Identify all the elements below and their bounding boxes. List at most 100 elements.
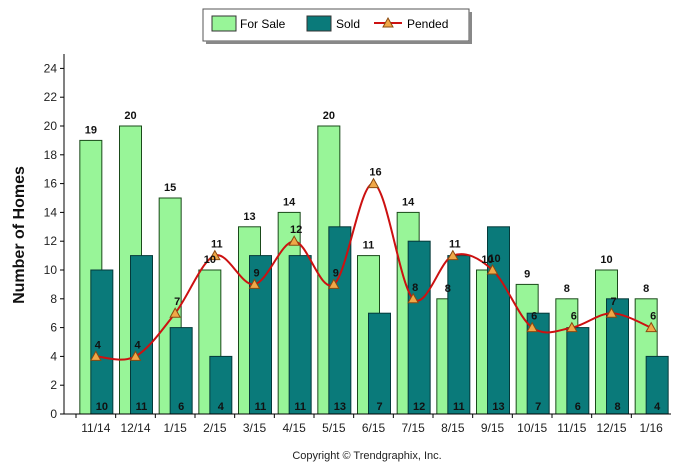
sold-value-label: 11 [255, 401, 267, 413]
for-sale-value-label: 8 [445, 283, 451, 295]
sold-value-label: 13 [492, 401, 504, 413]
x-axis: 11/14 12/14 1/15 2/15 3/15 4/15 5/15 6/15 7/15 8/… [64, 413, 671, 435]
x-tick-label: 1/15 [163, 421, 187, 435]
for-sale-value-label: 20 [124, 110, 136, 122]
for-sale-value-label: 20 [323, 110, 335, 122]
pended-value-label: 6 [650, 311, 656, 323]
sold-bars [90, 226, 669, 415]
sold-bar [447, 255, 471, 415]
pended-marker [169, 307, 182, 318]
y-tick-label: 10 [44, 263, 58, 277]
for-sale-value-label: 11 [363, 240, 375, 252]
legend-label-pended: Pended [407, 17, 448, 31]
pended-line [89, 177, 658, 361]
for-sale-value-label: 8 [564, 283, 570, 295]
for-sale-value-label: 14 [402, 196, 415, 208]
legend-label-for-sale: For Sale [240, 17, 286, 31]
y-tick-label: 12 [44, 234, 58, 248]
sold-value-label: 6 [178, 401, 184, 413]
pended-marker [89, 350, 102, 361]
pended-value-label: 6 [531, 311, 537, 323]
sold-value-label: 12 [413, 401, 425, 413]
for-sale-value-label: 8 [643, 283, 649, 295]
pended-value-label: 16 [369, 167, 381, 179]
legend-frame [202, 8, 470, 42]
pended-value-label: 4 [95, 339, 102, 351]
y-tick-label: 8 [50, 292, 57, 306]
sold-bar [288, 255, 312, 415]
x-tick-label: 11/14 [81, 421, 110, 435]
pended-marker [288, 235, 301, 246]
pended-value-label: 10 [488, 253, 500, 265]
y-tick-label: 18 [44, 148, 58, 162]
value-labels: 19 20 15 10 13 14 20 11 14 8 10 9 8 10 8 10 11 6 4 11 11 13 7 1… [85, 110, 661, 413]
pended-marker [645, 321, 658, 333]
y-tick-label: 16 [44, 177, 58, 191]
pended-marker [407, 292, 420, 304]
legend: For Sale Sold Pended [202, 8, 472, 44]
sold-value-label: 8 [614, 401, 620, 413]
pended-value-label: 4 [134, 339, 141, 351]
pended-value-label: 7 [174, 296, 180, 308]
sold-value-label: 11 [453, 401, 465, 413]
x-tick-label: 7/15 [401, 421, 425, 435]
y-tick-label: 24 [44, 61, 58, 75]
for-sale-value-label: 10 [204, 254, 216, 266]
x-tick-label: 2/15 [203, 421, 227, 435]
x-tick-label: 12/15 [596, 421, 626, 435]
legend-label-sold: Sold [336, 17, 360, 31]
y-tick-label: 20 [44, 119, 58, 133]
sold-bar [130, 255, 153, 415]
pended-marker [526, 321, 539, 333]
for-sale-value-label: 14 [283, 196, 296, 208]
sold-value-label: 7 [535, 401, 541, 413]
legend-swatch-for-sale [211, 15, 237, 32]
sold-value-label: 13 [334, 401, 346, 413]
x-tick-label: 12/14 [120, 421, 150, 435]
pended-marker [208, 249, 221, 261]
sold-value-label: 6 [575, 401, 581, 413]
x-tick-label: 8/15 [441, 421, 465, 435]
sold-value-label: 11 [136, 401, 148, 413]
pended-value-label: 12 [290, 224, 302, 236]
pended-marker [327, 278, 340, 289]
x-tick-label: 9/15 [481, 421, 505, 435]
sold-value-label: 10 [96, 401, 108, 413]
y-tick-label: 14 [44, 205, 58, 219]
pended-value-label: 6 [571, 311, 577, 323]
x-tick-label: 3/15 [243, 421, 267, 435]
copyright-text: Copyright © Trendgraphix, Inc. [292, 450, 441, 462]
x-tick-label: 5/15 [322, 421, 346, 435]
x-tick-label: 6/15 [362, 421, 386, 435]
sold-value-label: 11 [294, 401, 306, 413]
sold-value-label: 7 [376, 401, 382, 413]
pended-marker [565, 321, 578, 333]
pended-marker [605, 307, 618, 318]
pended-marker [486, 263, 499, 275]
pended-marker [367, 177, 380, 189]
for-sale-value-label: 10 [481, 254, 493, 266]
for-sale-value-label: 9 [524, 268, 530, 280]
legend-swatch-sold [306, 15, 332, 32]
for-sale-value-label: 19 [85, 124, 97, 136]
x-tick-label: 1/16 [639, 421, 663, 435]
pended-value-label: 8 [412, 282, 418, 294]
legend-shadow [469, 12, 472, 44]
x-tick-label: 11/15 [557, 421, 586, 435]
pended-value-label: 9 [253, 267, 259, 279]
y-axis-title: Number of Homes [11, 166, 28, 304]
sold-bar [368, 312, 391, 415]
x-tick-label: 10/15 [517, 421, 547, 435]
pended-value-label: 11 [449, 239, 461, 251]
pended-value-label: 11 [211, 239, 223, 251]
y-tick-label: 22 [44, 90, 58, 104]
sold-bar [407, 240, 431, 415]
y-tick-label: 4 [50, 349, 57, 363]
pended-marker [129, 350, 142, 361]
sold-value-label: 4 [654, 401, 661, 413]
pended-value-label: 7 [610, 296, 616, 308]
y-tick-label: 6 [50, 321, 57, 335]
x-tick-label: 4/15 [282, 421, 306, 435]
